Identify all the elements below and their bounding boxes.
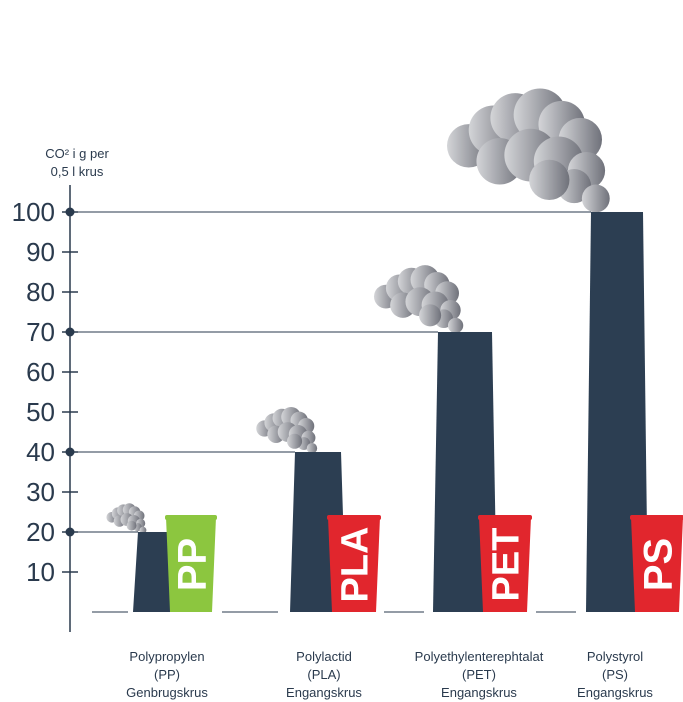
category-label-pp: Polypropylen (PP) Genbrugskrus bbox=[82, 648, 252, 702]
category-name: Polystyrol bbox=[586, 649, 644, 664]
category-name: Polylactid bbox=[296, 649, 352, 664]
y-tick-label: 40 bbox=[26, 437, 55, 467]
y-tick-label: 50 bbox=[26, 397, 55, 427]
category-label-pet: Polyethylenterephtalat (PET) Engangskrus bbox=[394, 648, 564, 702]
y-tick-label: 70 bbox=[26, 317, 55, 347]
level-dot bbox=[65, 207, 75, 217]
cup-label-pla: PLA bbox=[335, 527, 377, 603]
category-type: Engangskrus bbox=[441, 685, 517, 700]
cup-label-pet: PET bbox=[486, 528, 528, 602]
y-axis-label-line-1: CO² i g per bbox=[45, 146, 109, 161]
level-dot bbox=[65, 527, 75, 537]
category-abbr: (PS) bbox=[602, 667, 628, 682]
cup-rim bbox=[630, 515, 683, 520]
chimney-bar-ps bbox=[586, 212, 648, 612]
category-label-pla: Polylactid (PLA) Engangskrus bbox=[239, 648, 409, 702]
cup-ps bbox=[631, 517, 683, 612]
category-label-ps: Polystyrol (PS) Engangskrus bbox=[548, 648, 682, 702]
cup-rim bbox=[327, 515, 381, 520]
cup-rim bbox=[478, 515, 532, 520]
y-tick-label: 20 bbox=[26, 517, 55, 547]
category-abbr: (PLA) bbox=[307, 667, 341, 682]
smoke-cloud-pet bbox=[374, 265, 464, 334]
category-name: Polyethylenterephtalat bbox=[414, 649, 544, 664]
category-abbr: (PET) bbox=[462, 667, 496, 682]
y-tick-label: 100 bbox=[12, 197, 55, 227]
category-type: Engangskrus bbox=[577, 685, 653, 700]
smoke-cloud-pla bbox=[256, 407, 318, 454]
y-tick-label: 90 bbox=[26, 237, 55, 267]
cup-pet bbox=[479, 517, 531, 612]
category-type: Engangskrus bbox=[286, 685, 362, 700]
y-tick-label: 10 bbox=[26, 557, 55, 587]
y-tick-label: 30 bbox=[26, 477, 55, 507]
cup-label-ps: PS bbox=[636, 538, 680, 591]
y-tick-label: 60 bbox=[26, 357, 55, 387]
y-axis-label-line-2: 0,5 l krus bbox=[50, 164, 104, 179]
level-dot bbox=[65, 327, 75, 337]
cup-pla bbox=[328, 517, 380, 612]
cup-label-pp: PP bbox=[170, 538, 214, 591]
chimney-bar-pp bbox=[133, 532, 173, 612]
category-abbr: (PP) bbox=[154, 667, 180, 682]
cup-rim bbox=[165, 515, 217, 520]
smoke-cloud-pp bbox=[106, 503, 147, 534]
smoke-cloud-ps bbox=[447, 88, 610, 213]
y-tick-label: 80 bbox=[26, 277, 55, 307]
category-name: Polypropylen bbox=[129, 649, 205, 664]
level-dot bbox=[65, 447, 75, 457]
category-type: Genbrugskrus bbox=[126, 685, 208, 700]
cup-pp bbox=[166, 517, 216, 612]
